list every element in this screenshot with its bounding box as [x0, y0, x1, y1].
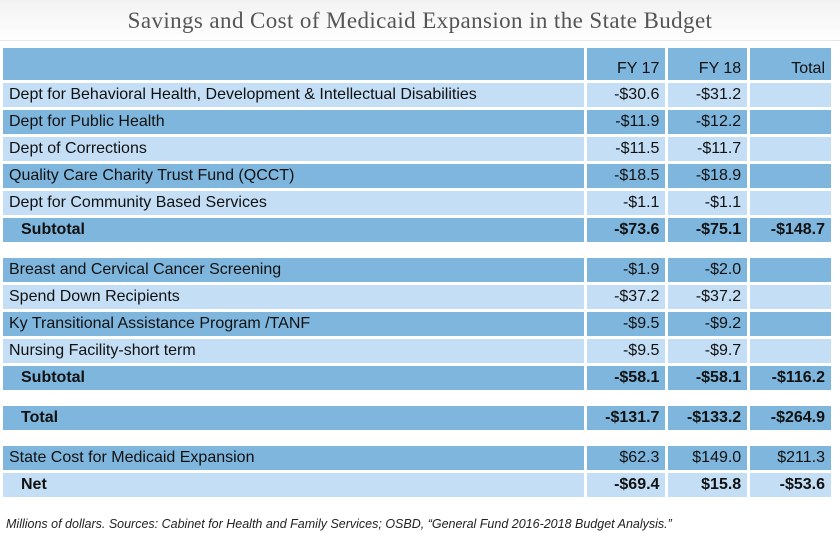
row-fy17: $62.3 [586, 446, 666, 470]
row-spacer [3, 245, 831, 255]
row-spacer [3, 393, 831, 403]
row-label: Net [3, 473, 584, 497]
row-fy17: -$1.9 [586, 258, 666, 282]
table-row: Dept for Public Health -$11.9 -$12.2 [3, 110, 831, 134]
row-fy17: -$73.6 [586, 218, 666, 242]
row-fy18: -$2.0 [668, 258, 748, 282]
row-fy18: -$31.2 [668, 83, 748, 107]
row-total [750, 285, 831, 309]
row-fy18: -$9.7 [668, 339, 748, 363]
row-total: -$53.6 [750, 473, 831, 497]
title-divider [0, 40, 840, 41]
row-total: -$116.2 [750, 366, 831, 390]
header-fy17: FY 17 [586, 48, 666, 80]
row-label: Quality Care Charity Trust Fund (QCCT) [3, 164, 584, 188]
row-total: $211.3 [750, 446, 831, 470]
row-fy17: -$37.2 [586, 285, 666, 309]
row-label: State Cost for Medicaid Expansion [3, 446, 584, 470]
row-total [750, 339, 831, 363]
row-total: -$148.7 [750, 218, 831, 242]
row-fy18: -$12.2 [668, 110, 748, 134]
header-fy18: FY 18 [668, 48, 748, 80]
row-fy17: -$30.6 [586, 83, 666, 107]
budget-table: FY 17 FY 18 Total Dept for Behavioral He… [0, 45, 834, 500]
row-label: Dept of Corrections [3, 137, 584, 161]
subtotal-row: Subtotal -$73.6 -$75.1 -$148.7 [3, 218, 831, 242]
table-row: Dept for Community Based Services -$1.1 … [3, 191, 831, 215]
table-row: Nursing Facility-short term -$9.5 -$9.7 [3, 339, 831, 363]
table-row: Ky Transitional Assistance Program /TANF… [3, 312, 831, 336]
row-fy17: -$69.4 [586, 473, 666, 497]
row-label: Dept for Behavioral Health, Development … [3, 83, 584, 107]
table-row: Dept for Behavioral Health, Development … [3, 83, 831, 107]
table-row: Breast and Cervical Cancer Screening -$1… [3, 258, 831, 282]
row-fy17: -$9.5 [586, 312, 666, 336]
row-label: Subtotal [3, 366, 584, 390]
row-fy18: -$1.1 [668, 191, 748, 215]
row-fy18: -$58.1 [668, 366, 748, 390]
row-spacer [3, 433, 831, 443]
header-label [3, 48, 584, 80]
subtotal-row: Subtotal -$58.1 -$58.1 -$116.2 [3, 366, 831, 390]
row-total: -$264.9 [750, 406, 831, 430]
row-label: Spend Down Recipients [3, 285, 584, 309]
row-label: Ky Transitional Assistance Program /TANF [3, 312, 584, 336]
row-total [750, 312, 831, 336]
row-total [750, 110, 831, 134]
row-fy18: -$18.9 [668, 164, 748, 188]
row-fy18: $149.0 [668, 446, 748, 470]
header-row: FY 17 FY 18 Total [3, 48, 831, 80]
table-row: Spend Down Recipients -$37.2 -$37.2 [3, 285, 831, 309]
row-fy18: -$37.2 [668, 285, 748, 309]
row-total [750, 83, 831, 107]
row-fy17: -$131.7 [586, 406, 666, 430]
row-label: Breast and Cervical Cancer Screening [3, 258, 584, 282]
row-fy17: -$18.5 [586, 164, 666, 188]
row-fy17: -$11.9 [586, 110, 666, 134]
header-total: Total [750, 48, 831, 80]
row-fy17: -$1.1 [586, 191, 666, 215]
row-fy18: $15.8 [668, 473, 748, 497]
table-title: Savings and Cost of Medicaid Expansion i… [0, 0, 840, 42]
total-row: Total -$131.7 -$133.2 -$264.9 [3, 406, 831, 430]
row-fy17: -$58.1 [586, 366, 666, 390]
row-total [750, 164, 831, 188]
row-total [750, 191, 831, 215]
row-total [750, 137, 831, 161]
row-fy18: -$9.2 [668, 312, 748, 336]
row-label: Subtotal [3, 218, 584, 242]
table-row: Dept of Corrections -$11.5 -$11.7 [3, 137, 831, 161]
row-label: Dept for Public Health [3, 110, 584, 134]
row-fy18: -$75.1 [668, 218, 748, 242]
net-row: Net -$69.4 $15.8 -$53.6 [3, 473, 831, 497]
row-label: Total [3, 406, 584, 430]
row-label: Nursing Facility-short term [3, 339, 584, 363]
row-fy17: -$11.5 [586, 137, 666, 161]
table-row: State Cost for Medicaid Expansion $62.3 … [3, 446, 831, 470]
row-fy18: -$133.2 [668, 406, 748, 430]
table-row: Quality Care Charity Trust Fund (QCCT) -… [3, 164, 831, 188]
source-footnote: Millions of dollars. Sources: Cabinet fo… [6, 517, 672, 531]
row-total [750, 258, 831, 282]
row-fy18: -$11.7 [668, 137, 748, 161]
row-fy17: -$9.5 [586, 339, 666, 363]
row-label: Dept for Community Based Services [3, 191, 584, 215]
